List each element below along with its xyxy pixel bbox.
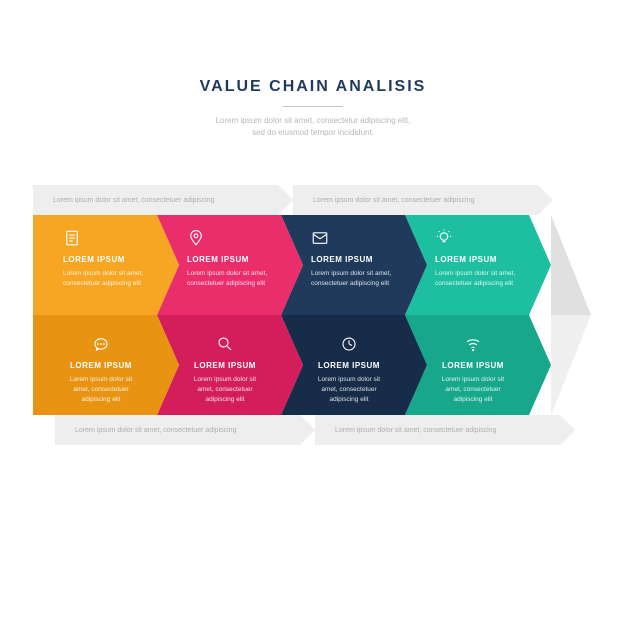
- speech-bubble-icon: [92, 335, 110, 353]
- header: VALUE CHAIN ANALISIS Lorem ipsum dolor s…: [0, 0, 626, 139]
- page-title: VALUE CHAIN ANALISIS: [0, 78, 626, 96]
- page-subtitle: Lorem ipsum dolor sit amet, consectetur …: [0, 115, 626, 139]
- envelope-icon: [311, 229, 329, 247]
- lightbulb-icon: [435, 229, 453, 247]
- support-bar-bottom-1: Lorem ipsum dolor sit amet, consectetuer…: [55, 415, 300, 445]
- title-divider: [283, 106, 343, 107]
- document-icon: [63, 229, 81, 247]
- support-bar-bottom-2: Lorem ipsum dolor sit amet, consectetuer…: [315, 415, 560, 445]
- arrowhead-top: [551, 215, 591, 315]
- wifi-icon: [464, 335, 482, 353]
- support-bar-top-2: Lorem ipsum dolor sit amet, consectetuer…: [293, 185, 538, 215]
- value-chain-diagram: Lorem ipsum dolor sit amet, consectetuer…: [33, 185, 593, 445]
- chevron-row-bottom: LOREM IPSUM Lorem ipsum dolor sit amet, …: [33, 315, 529, 415]
- support-bar-top-1: Lorem ipsum dolor sit amet, consectetuer…: [33, 185, 278, 215]
- chevron-row-top: LOREM IPSUM Lorem ipsum dolor sit amet, …: [33, 215, 529, 315]
- arrowhead-bottom: [551, 315, 591, 415]
- clock-icon: [340, 335, 358, 353]
- location-pin-icon: [187, 229, 205, 247]
- magnifier-icon: [216, 335, 234, 353]
- chevron-bottom-1: LOREM IPSUM Lorem ipsum dolor sit amet, …: [33, 315, 157, 415]
- chevron-top-1: LOREM IPSUM Lorem ipsum dolor sit amet, …: [33, 215, 157, 315]
